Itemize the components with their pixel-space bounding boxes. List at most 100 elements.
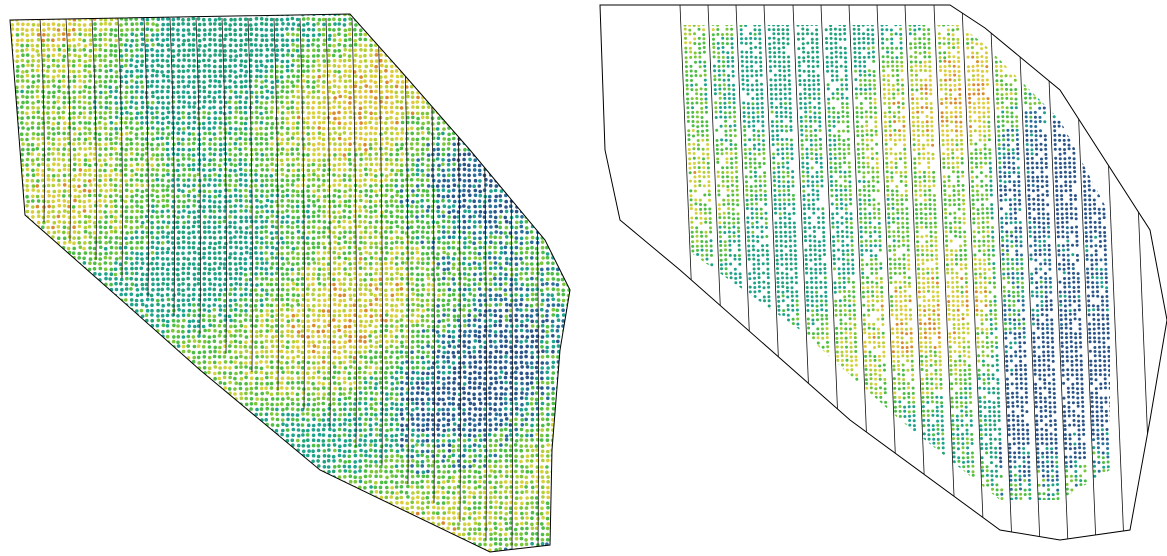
- yield-point: [104, 480, 109, 485]
- yield-point: [166, 495, 170, 499]
- yield-point: [62, 95, 67, 100]
- yield-point: [113, 272, 118, 277]
- yield-point: [31, 298, 35, 302]
- yield-point: [146, 105, 150, 109]
- yield-point: [10, 225, 14, 230]
- yield-point: [176, 531, 181, 536]
- yield-point: [213, 79, 218, 83]
- yield-point: [114, 58, 119, 63]
- yield-point: [66, 521, 71, 526]
- yield-point: [72, 422, 77, 427]
- yield-point: [187, 231, 191, 235]
- yield-point: [67, 427, 71, 432]
- yield-point: [20, 277, 25, 282]
- yield-point: [25, 111, 29, 116]
- yield-point: [25, 132, 29, 137]
- yield-point: [213, 22, 217, 26]
- yield-point: [129, 256, 133, 261]
- yield-point: [186, 376, 191, 381]
- yield-point: [165, 543, 170, 547]
- yield-point: [35, 157, 40, 161]
- yield-point: [212, 407, 217, 411]
- yield-point: [36, 59, 41, 63]
- yield-point: [10, 418, 15, 422]
- yield-point: [233, 188, 238, 192]
- yield-point: [140, 349, 144, 354]
- yield-point: [92, 532, 97, 536]
- yield-point: [139, 126, 144, 130]
- yield-point: [156, 547, 160, 552]
- yield-point: [239, 542, 243, 546]
- yield-point: [98, 47, 103, 52]
- yield-point: [254, 256, 259, 261]
- yield-point: [41, 199, 46, 203]
- yield-point: [104, 366, 109, 370]
- yield-point: [93, 37, 97, 42]
- yield-point: [217, 407, 222, 412]
- yield-point: [218, 340, 223, 344]
- yield-point: [73, 198, 77, 203]
- yield-point: [181, 282, 185, 286]
- yield-point: [155, 147, 159, 151]
- yield-point: [228, 152, 232, 157]
- yield-point: [99, 500, 103, 505]
- yield-point: [151, 198, 155, 203]
- yield-point: [129, 137, 133, 142]
- yield-point: [78, 454, 82, 459]
- yield-point: [244, 547, 248, 552]
- yield-point: [118, 137, 123, 141]
- yield-point: [26, 552, 30, 556]
- yield-point: [51, 53, 56, 58]
- yield-point: [165, 115, 170, 120]
- yield-point: [10, 157, 15, 162]
- yield-point: [130, 349, 134, 354]
- yield-point: [88, 521, 93, 526]
- yield-point: [217, 427, 222, 432]
- yield-point: [98, 235, 102, 240]
- yield-point: [239, 246, 243, 250]
- yield-point: [124, 179, 128, 183]
- yield-point: [71, 64, 76, 68]
- yield-point: [25, 256, 30, 261]
- yield-point: [30, 302, 35, 307]
- yield-point: [42, 474, 46, 479]
- yield-point: [124, 413, 129, 417]
- yield-point: [202, 53, 207, 57]
- yield-point: [40, 444, 45, 449]
- yield-point: [46, 141, 51, 146]
- yield-point: [103, 459, 107, 464]
- yield-point: [187, 380, 191, 385]
- yield-point: [61, 116, 66, 120]
- yield-point: [160, 14, 164, 17]
- yield-point: [218, 64, 223, 69]
- yield-point: [155, 366, 159, 370]
- yield-point: [30, 458, 35, 463]
- yield-point: [52, 537, 56, 541]
- yield-point: [120, 58, 124, 62]
- yield-point: [213, 59, 217, 63]
- yield-point: [25, 365, 30, 369]
- yield-point: [56, 224, 61, 229]
- yield-point: [72, 340, 76, 344]
- yield-point: [78, 121, 82, 125]
- yield-point: [186, 22, 191, 27]
- yield-point: [175, 484, 180, 489]
- yield-point: [10, 335, 14, 339]
- yield-point: [130, 27, 135, 32]
- yield-point: [186, 38, 191, 43]
- yield-point: [10, 485, 14, 490]
- yield-point: [155, 73, 159, 78]
- yield-point: [124, 256, 129, 261]
- yield-point: [57, 501, 61, 506]
- yield-point: [98, 448, 102, 453]
- yield-point: [192, 402, 197, 407]
- yield-point: [191, 526, 196, 530]
- yield-point: [218, 547, 222, 552]
- yield-point: [135, 85, 139, 89]
- yield-point: [25, 413, 29, 417]
- yield-point: [207, 536, 212, 541]
- yield-point: [244, 412, 248, 416]
- yield-point: [213, 261, 217, 266]
- yield-point: [228, 433, 232, 438]
- yield-point: [26, 14, 31, 16]
